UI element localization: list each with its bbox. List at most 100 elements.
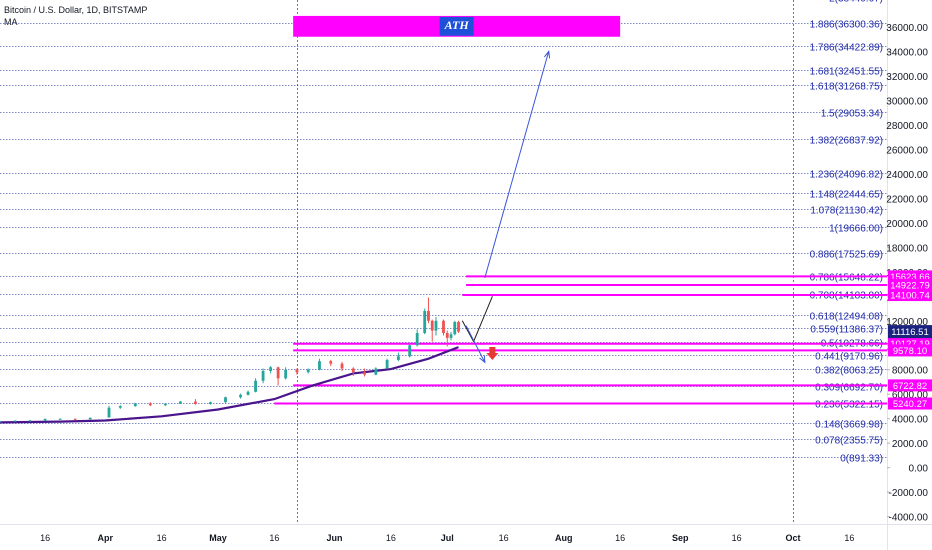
time-axis-label: 16 (40, 533, 50, 543)
candle-body (261, 370, 265, 381)
fib-level-label: 1.681(32451.55) (810, 67, 883, 78)
candle-body (442, 320, 445, 334)
candle-body (209, 402, 212, 405)
price-tag-label: 14922.79 (890, 280, 930, 291)
fib-level-label: 0.148(3669.98) (815, 420, 883, 431)
price-tag-box (888, 278, 932, 291)
fib-level-label: 1.382(26837.92) (810, 136, 883, 147)
candle-body (13, 420, 17, 422)
time-axis-label: Aug (555, 533, 573, 543)
candle-body (457, 321, 460, 332)
fib-level-label: 0.886(17525.69) (810, 250, 883, 261)
price-axis-label: 2000.00 (892, 439, 929, 450)
time-axis-label: 16 (615, 533, 625, 543)
price-axis-label: 30000.00 (886, 96, 928, 107)
symbol-title[interactable]: Bitcoin / U.S. Dollar, 1D, BITSTAMP (4, 5, 148, 15)
fib-level-label: 1(19666.00) (829, 224, 883, 235)
candle-body (107, 407, 111, 418)
time-axis-label: 16 (732, 533, 742, 543)
candle-body (423, 310, 427, 334)
price-axis-label: 4000.00 (892, 415, 929, 426)
candle-body (340, 363, 344, 369)
fib-level-label: 1.886(36300.36) (810, 20, 883, 31)
candle-body (118, 406, 122, 408)
candle-body (73, 418, 77, 420)
candle-body (246, 391, 250, 395)
price-tag-label: 9578.10 (893, 346, 927, 357)
price-axis-label: 26000.00 (886, 145, 928, 156)
candle-body (453, 321, 457, 335)
price-tag-label: 15623.66 (890, 272, 930, 283)
candle-body (385, 359, 389, 369)
projection-arrowhead (479, 355, 486, 364)
candle-body (133, 403, 137, 407)
candle-body (254, 380, 257, 392)
fib-level-label: 0.236(5322.15) (815, 400, 883, 411)
time-axis-label: Sep (672, 533, 689, 543)
candle-body (445, 333, 449, 338)
projection-arrowhead (543, 50, 551, 59)
candle-body (449, 334, 453, 338)
candle-body (163, 403, 167, 406)
candle-body (239, 394, 242, 398)
candle-body (318, 361, 321, 370)
time-axis-label: 16 (157, 533, 167, 543)
last-price-tag-box (888, 325, 932, 339)
price-axis-label: 18000.00 (886, 243, 928, 254)
candle-body (434, 320, 438, 331)
price-tag-label: 14100.74 (890, 291, 930, 302)
indicator-label[interactable]: MA (4, 17, 18, 27)
candle-body (284, 369, 288, 379)
candle-body (408, 345, 412, 357)
fib-level-label: 2(38440.67) (829, 0, 883, 5)
candle-body (276, 367, 280, 379)
projection-path[interactable] (484, 51, 550, 279)
fib-level-label: 1.786(34422.89) (810, 43, 883, 54)
candle-body (427, 310, 430, 321)
fib-level-label: 0.441(9170.96) (815, 352, 883, 363)
price-axis-label: 24000.00 (886, 170, 928, 181)
candle-body (224, 397, 227, 403)
price-axis-label: 22000.00 (886, 194, 928, 205)
chart-legend: Bitcoin / U.S. Dollar, 1D, BITSTAMP MA (4, 4, 147, 28)
time-axis-label: 16 (844, 533, 854, 543)
fib-level-label: 0.382(8063.25) (815, 366, 883, 377)
price-axis-label: 36000.00 (886, 23, 928, 34)
price-axis-label: 32000.00 (886, 72, 928, 83)
candle-body (295, 369, 299, 373)
fib-level-label: 1.078(21130.42) (810, 206, 883, 217)
time-axis-label: 16 (386, 533, 396, 543)
price-axis-label: 34000.00 (886, 47, 928, 58)
price-axis-label: -2000.00 (889, 488, 929, 499)
candle-body (58, 418, 62, 420)
price-axis-label: 8000.00 (892, 366, 929, 377)
candle-body (148, 403, 152, 406)
fib-level-label: 0.786(15648.22) (810, 273, 883, 284)
candle-body (88, 417, 92, 420)
candle-body (430, 320, 434, 331)
moving-average-line (0, 346, 459, 424)
price-axis-label: 28000.00 (886, 121, 928, 132)
fib-level-label: 1.5(29053.34) (821, 109, 883, 120)
time-axis-label: 16 (269, 533, 279, 543)
down-arrow-icon (486, 347, 499, 361)
fib-level-label: 1.618(31268.75) (810, 82, 883, 93)
last-price-tag-label: 11116.51 (891, 327, 929, 338)
price-tag-box (888, 397, 932, 410)
time-axis-label: May (209, 533, 227, 543)
candle-body (306, 369, 310, 373)
fib-level-label: 0.618(12494.08) (810, 312, 883, 323)
candle-body (374, 368, 378, 375)
fib-level-label: 0.078(2355.75) (815, 436, 883, 447)
time-axis-label: 16 (499, 533, 509, 543)
candle-body (351, 368, 355, 373)
candle-body (0, 421, 2, 423)
ath-label-box (439, 16, 474, 36)
time-axis-label: Apr (97, 533, 113, 543)
fib-level-label: 1.148(22444.65) (810, 190, 883, 201)
time-axis-label: Jul (441, 533, 454, 543)
projection-path[interactable] (461, 296, 493, 343)
projection-path[interactable] (465, 325, 486, 363)
